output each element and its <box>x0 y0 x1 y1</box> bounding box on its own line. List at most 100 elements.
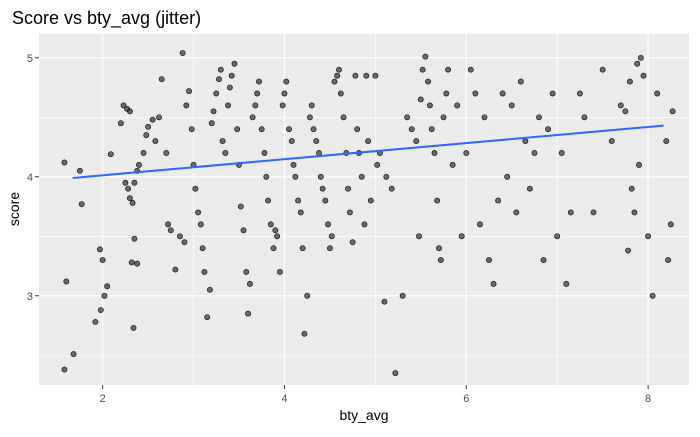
data-point <box>216 76 222 83</box>
data-point <box>101 292 108 299</box>
data-point <box>346 209 353 216</box>
data-point <box>417 96 424 103</box>
data-point <box>340 114 347 121</box>
data-point <box>426 102 433 109</box>
data-point <box>358 173 365 180</box>
data-point <box>581 114 588 121</box>
data-point <box>636 161 642 168</box>
data-point <box>201 269 208 275</box>
data-point <box>554 233 561 240</box>
data-point <box>334 72 341 79</box>
data-point <box>467 66 474 73</box>
data-point <box>96 246 103 253</box>
data-point <box>440 114 447 121</box>
data-point <box>558 150 565 156</box>
data-point <box>590 209 597 216</box>
data-point <box>158 76 165 83</box>
data-point <box>263 173 270 180</box>
minor-gridlines <box>39 34 689 385</box>
data-point <box>622 108 629 115</box>
data-point <box>345 185 352 192</box>
data-point <box>99 257 106 264</box>
data-point <box>365 138 372 145</box>
data-point <box>336 66 342 73</box>
data-point <box>304 292 311 299</box>
data-point <box>145 123 152 130</box>
points-layer <box>61 50 676 377</box>
data-point <box>128 259 135 266</box>
data-point <box>206 286 213 293</box>
data-point <box>399 292 406 299</box>
data-point <box>234 126 241 133</box>
data-point <box>208 120 215 127</box>
data-point <box>634 60 641 67</box>
data-point <box>458 233 465 240</box>
data-point <box>617 102 624 109</box>
data-point <box>476 221 483 228</box>
data-point <box>274 233 281 240</box>
data-point <box>434 197 441 204</box>
data-point <box>331 78 338 85</box>
data-point <box>152 138 159 145</box>
data-point <box>183 102 190 109</box>
data-point <box>210 108 217 115</box>
data-point <box>270 245 277 252</box>
data-point <box>313 138 320 145</box>
data-point <box>286 126 292 133</box>
major-gridlines <box>39 34 689 385</box>
data-point <box>437 257 444 264</box>
y-tick-label: 4 <box>27 172 33 184</box>
data-point <box>186 88 192 95</box>
data-point <box>499 90 506 97</box>
data-point <box>167 227 174 234</box>
data-point <box>486 257 492 264</box>
data-point <box>261 150 268 156</box>
data-point <box>179 50 186 56</box>
data-point <box>576 90 583 97</box>
data-point <box>649 292 656 299</box>
data-point <box>563 280 570 287</box>
x-tick-label: 6 <box>463 393 469 405</box>
data-point <box>301 330 308 337</box>
data-point <box>246 280 253 287</box>
data-point <box>322 197 329 204</box>
data-point <box>199 245 206 252</box>
data-point <box>140 150 147 156</box>
data-point <box>245 310 252 317</box>
data-point <box>213 90 220 97</box>
data-point <box>228 72 235 79</box>
data-point <box>354 126 361 133</box>
data-point <box>349 239 356 246</box>
data-point <box>297 209 304 216</box>
data-point <box>481 114 488 121</box>
data-point <box>408 126 415 133</box>
data-point <box>281 90 288 97</box>
data-point <box>131 179 138 186</box>
data-point <box>443 90 450 97</box>
data-point <box>156 114 162 121</box>
data-point <box>181 239 188 246</box>
data-point <box>669 108 676 115</box>
data-point <box>134 260 141 267</box>
trend-line-layer <box>72 124 664 179</box>
data-point <box>63 278 70 285</box>
data-point <box>567 209 574 216</box>
data-point <box>425 78 432 85</box>
trend-line <box>72 124 664 179</box>
data-point <box>361 221 368 228</box>
data-point <box>372 72 379 79</box>
data-point <box>219 138 226 145</box>
data-point <box>165 221 172 228</box>
data-point <box>416 233 422 240</box>
data-point <box>513 209 520 216</box>
data-point <box>61 366 68 373</box>
data-point <box>217 66 224 73</box>
data-point <box>252 102 259 109</box>
data-point <box>626 78 633 85</box>
data-point <box>654 90 661 97</box>
data-point <box>392 370 399 377</box>
data-point <box>317 173 324 180</box>
data-point <box>258 126 265 133</box>
data-point <box>240 227 247 234</box>
data-point <box>631 209 638 216</box>
